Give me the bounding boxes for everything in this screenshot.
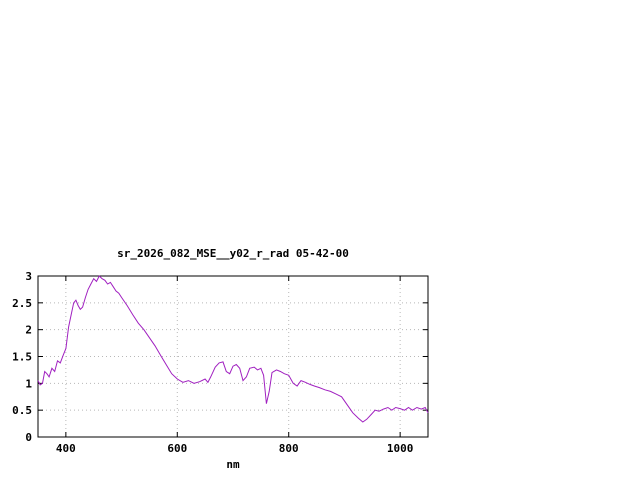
plot-area: 400 600 800 1000 0 0.5 1 1.5 2 2.5 3 (12, 270, 429, 455)
x-tick-label: 1000 (387, 442, 414, 455)
y-tick-label: 3 (25, 270, 32, 283)
y-tick-label: 2 (25, 324, 32, 337)
spectrum-chart: sr_2026_082_MSE__y02_r_rad 05-42-00 400 6… (12, 247, 429, 471)
x-tick-label: 600 (167, 442, 187, 455)
chart-title: sr_2026_082_MSE__y02_r_rad 05-42-00 (117, 247, 349, 260)
y-tick-label: 0.5 (12, 404, 32, 417)
y-tick-label: 1.5 (12, 351, 32, 364)
y-tick-label: 2.5 (12, 297, 32, 310)
x-tick-label: 800 (279, 442, 299, 455)
x-tick-label: 400 (56, 442, 76, 455)
data-line (37, 275, 429, 423)
y-tick-label: 0 (25, 431, 32, 444)
y-tick-label: 1 (25, 377, 32, 390)
x-axis-label: nm (226, 458, 240, 471)
plot-border (37, 275, 429, 438)
